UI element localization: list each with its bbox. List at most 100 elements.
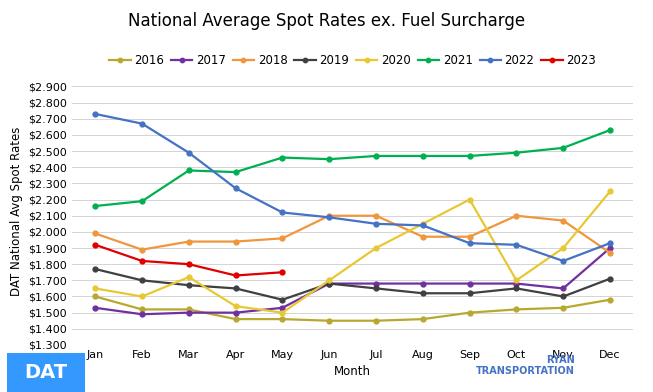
2022 (278, 210, 286, 215)
2022 (138, 121, 146, 126)
2022 (606, 241, 614, 245)
2020 (372, 246, 380, 250)
2020 (513, 278, 520, 283)
2017 (419, 281, 426, 286)
2022 (185, 151, 193, 155)
2019 (559, 294, 567, 299)
2017 (513, 281, 520, 286)
Line: 2022: 2022 (93, 111, 613, 263)
2018 (138, 247, 146, 252)
2018 (185, 239, 193, 244)
Text: RYAN
TRANSPORTATION: RYAN TRANSPORTATION (476, 355, 575, 376)
2020 (185, 275, 193, 279)
Line: 2018: 2018 (93, 213, 613, 255)
2020 (278, 310, 286, 315)
Legend: 2016, 2017, 2018, 2019, 2020, 2021, 2022, 2023: 2016, 2017, 2018, 2019, 2020, 2021, 2022… (109, 54, 596, 67)
2017 (278, 305, 286, 310)
2019 (185, 283, 193, 288)
X-axis label: Month: Month (334, 365, 371, 378)
Text: National Average Spot Rates ex. Fuel Surcharge: National Average Spot Rates ex. Fuel Sur… (128, 12, 525, 30)
2023 (138, 259, 146, 263)
2018 (513, 213, 520, 218)
2018 (372, 213, 380, 218)
2020 (91, 286, 99, 291)
2016 (559, 305, 567, 310)
2021 (419, 154, 426, 158)
2021 (185, 168, 193, 173)
2016 (185, 307, 193, 312)
2020 (232, 304, 240, 309)
2023 (185, 262, 193, 267)
Line: 2016: 2016 (93, 294, 613, 323)
2021 (278, 155, 286, 160)
Line: 2020: 2020 (93, 189, 613, 315)
2021 (559, 145, 567, 150)
2022 (372, 221, 380, 226)
2022 (466, 241, 473, 245)
2019 (278, 298, 286, 302)
2019 (232, 286, 240, 291)
2019 (606, 276, 614, 281)
2023 (91, 242, 99, 247)
Line: 2017: 2017 (93, 246, 613, 317)
2022 (325, 215, 333, 220)
2022 (232, 186, 240, 191)
2017 (466, 281, 473, 286)
2020 (559, 246, 567, 250)
2022 (513, 242, 520, 247)
2020 (325, 278, 333, 283)
2023 (278, 270, 286, 275)
2021 (372, 154, 380, 158)
2021 (466, 154, 473, 158)
2019 (466, 291, 473, 296)
2019 (138, 278, 146, 283)
Line: 2023: 2023 (93, 242, 285, 278)
2017 (325, 281, 333, 286)
2019 (325, 281, 333, 286)
2019 (513, 286, 520, 291)
2017 (559, 286, 567, 291)
2020 (138, 294, 146, 299)
Y-axis label: DAT National Avg Spot Rates: DAT National Avg Spot Rates (10, 127, 23, 296)
2017 (372, 281, 380, 286)
2017 (232, 310, 240, 315)
2017 (138, 312, 146, 317)
2018 (325, 213, 333, 218)
Line: 2019: 2019 (93, 267, 613, 302)
2019 (372, 286, 380, 291)
2020 (466, 197, 473, 202)
2021 (513, 151, 520, 155)
2016 (606, 298, 614, 302)
2019 (419, 291, 426, 296)
2021 (325, 157, 333, 162)
2022 (419, 223, 426, 228)
2016 (138, 307, 146, 312)
2021 (138, 199, 146, 203)
2019 (91, 267, 99, 271)
2017 (606, 246, 614, 250)
2016 (419, 317, 426, 321)
2022 (559, 259, 567, 263)
2018 (232, 239, 240, 244)
2018 (278, 236, 286, 241)
2021 (91, 204, 99, 209)
Line: 2021: 2021 (93, 128, 613, 209)
2016 (325, 318, 333, 323)
2020 (606, 189, 614, 194)
2016 (466, 310, 473, 315)
2016 (91, 294, 99, 299)
2018 (606, 250, 614, 255)
2023 (232, 273, 240, 278)
2021 (232, 170, 240, 174)
2018 (559, 218, 567, 223)
2021 (606, 128, 614, 132)
2017 (185, 310, 193, 315)
2016 (513, 307, 520, 312)
2020 (419, 221, 426, 226)
2022 (91, 112, 99, 116)
2018 (91, 231, 99, 236)
2018 (419, 234, 426, 239)
2016 (232, 317, 240, 321)
2016 (372, 318, 380, 323)
2018 (466, 234, 473, 239)
